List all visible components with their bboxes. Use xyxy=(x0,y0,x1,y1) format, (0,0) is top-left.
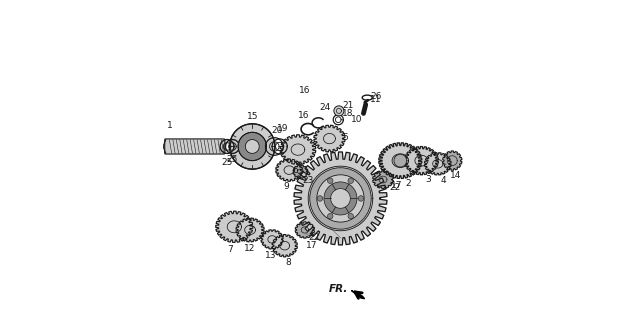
Polygon shape xyxy=(280,135,316,164)
Text: 2: 2 xyxy=(405,179,411,188)
Polygon shape xyxy=(293,165,308,178)
Circle shape xyxy=(331,189,350,208)
Polygon shape xyxy=(272,235,298,257)
Text: 8: 8 xyxy=(285,258,291,266)
Circle shape xyxy=(358,196,364,201)
Circle shape xyxy=(348,178,353,183)
Circle shape xyxy=(238,132,266,161)
Polygon shape xyxy=(372,171,394,188)
Polygon shape xyxy=(379,143,422,179)
Polygon shape xyxy=(314,125,345,152)
Text: 17: 17 xyxy=(392,181,403,190)
Text: 22: 22 xyxy=(389,183,401,192)
Text: 19: 19 xyxy=(277,124,289,133)
Text: 15: 15 xyxy=(246,112,258,121)
Text: 10: 10 xyxy=(351,115,363,123)
Circle shape xyxy=(348,214,353,219)
Text: 4: 4 xyxy=(441,176,446,185)
Text: 26: 26 xyxy=(371,92,381,100)
Polygon shape xyxy=(294,152,387,245)
Circle shape xyxy=(310,168,371,229)
Text: 16: 16 xyxy=(299,86,310,95)
Polygon shape xyxy=(424,153,451,175)
Text: 17: 17 xyxy=(307,241,318,250)
Polygon shape xyxy=(443,151,462,170)
Circle shape xyxy=(230,124,275,169)
Polygon shape xyxy=(295,222,314,238)
Circle shape xyxy=(317,196,323,201)
Text: 16: 16 xyxy=(298,111,309,120)
Circle shape xyxy=(317,175,364,222)
Text: 6: 6 xyxy=(292,166,298,175)
Circle shape xyxy=(394,154,406,167)
Text: 22: 22 xyxy=(308,233,320,242)
Text: 13: 13 xyxy=(265,251,276,260)
Polygon shape xyxy=(351,290,365,299)
Polygon shape xyxy=(276,159,303,181)
Text: 20: 20 xyxy=(272,126,283,135)
Text: 7: 7 xyxy=(227,245,232,254)
Text: 3: 3 xyxy=(425,175,431,184)
FancyBboxPatch shape xyxy=(164,139,225,154)
Polygon shape xyxy=(236,218,264,242)
Text: 14: 14 xyxy=(451,171,462,180)
Text: 9: 9 xyxy=(283,182,289,191)
Text: 21: 21 xyxy=(342,101,354,110)
Polygon shape xyxy=(216,211,253,243)
Circle shape xyxy=(328,214,333,219)
Circle shape xyxy=(328,178,333,183)
Text: 5: 5 xyxy=(342,133,348,141)
Circle shape xyxy=(334,106,344,116)
Circle shape xyxy=(245,140,259,153)
Polygon shape xyxy=(404,146,438,175)
Text: 1: 1 xyxy=(167,122,173,130)
Text: 25: 25 xyxy=(227,155,238,163)
Polygon shape xyxy=(261,230,284,249)
Text: FR.: FR. xyxy=(329,284,348,294)
Text: 25: 25 xyxy=(221,158,233,167)
Text: 11: 11 xyxy=(370,95,381,104)
Text: 18: 18 xyxy=(342,109,353,118)
Circle shape xyxy=(324,182,357,215)
Text: 12: 12 xyxy=(244,244,256,253)
Text: 23: 23 xyxy=(303,176,314,185)
Text: 24: 24 xyxy=(319,103,330,112)
